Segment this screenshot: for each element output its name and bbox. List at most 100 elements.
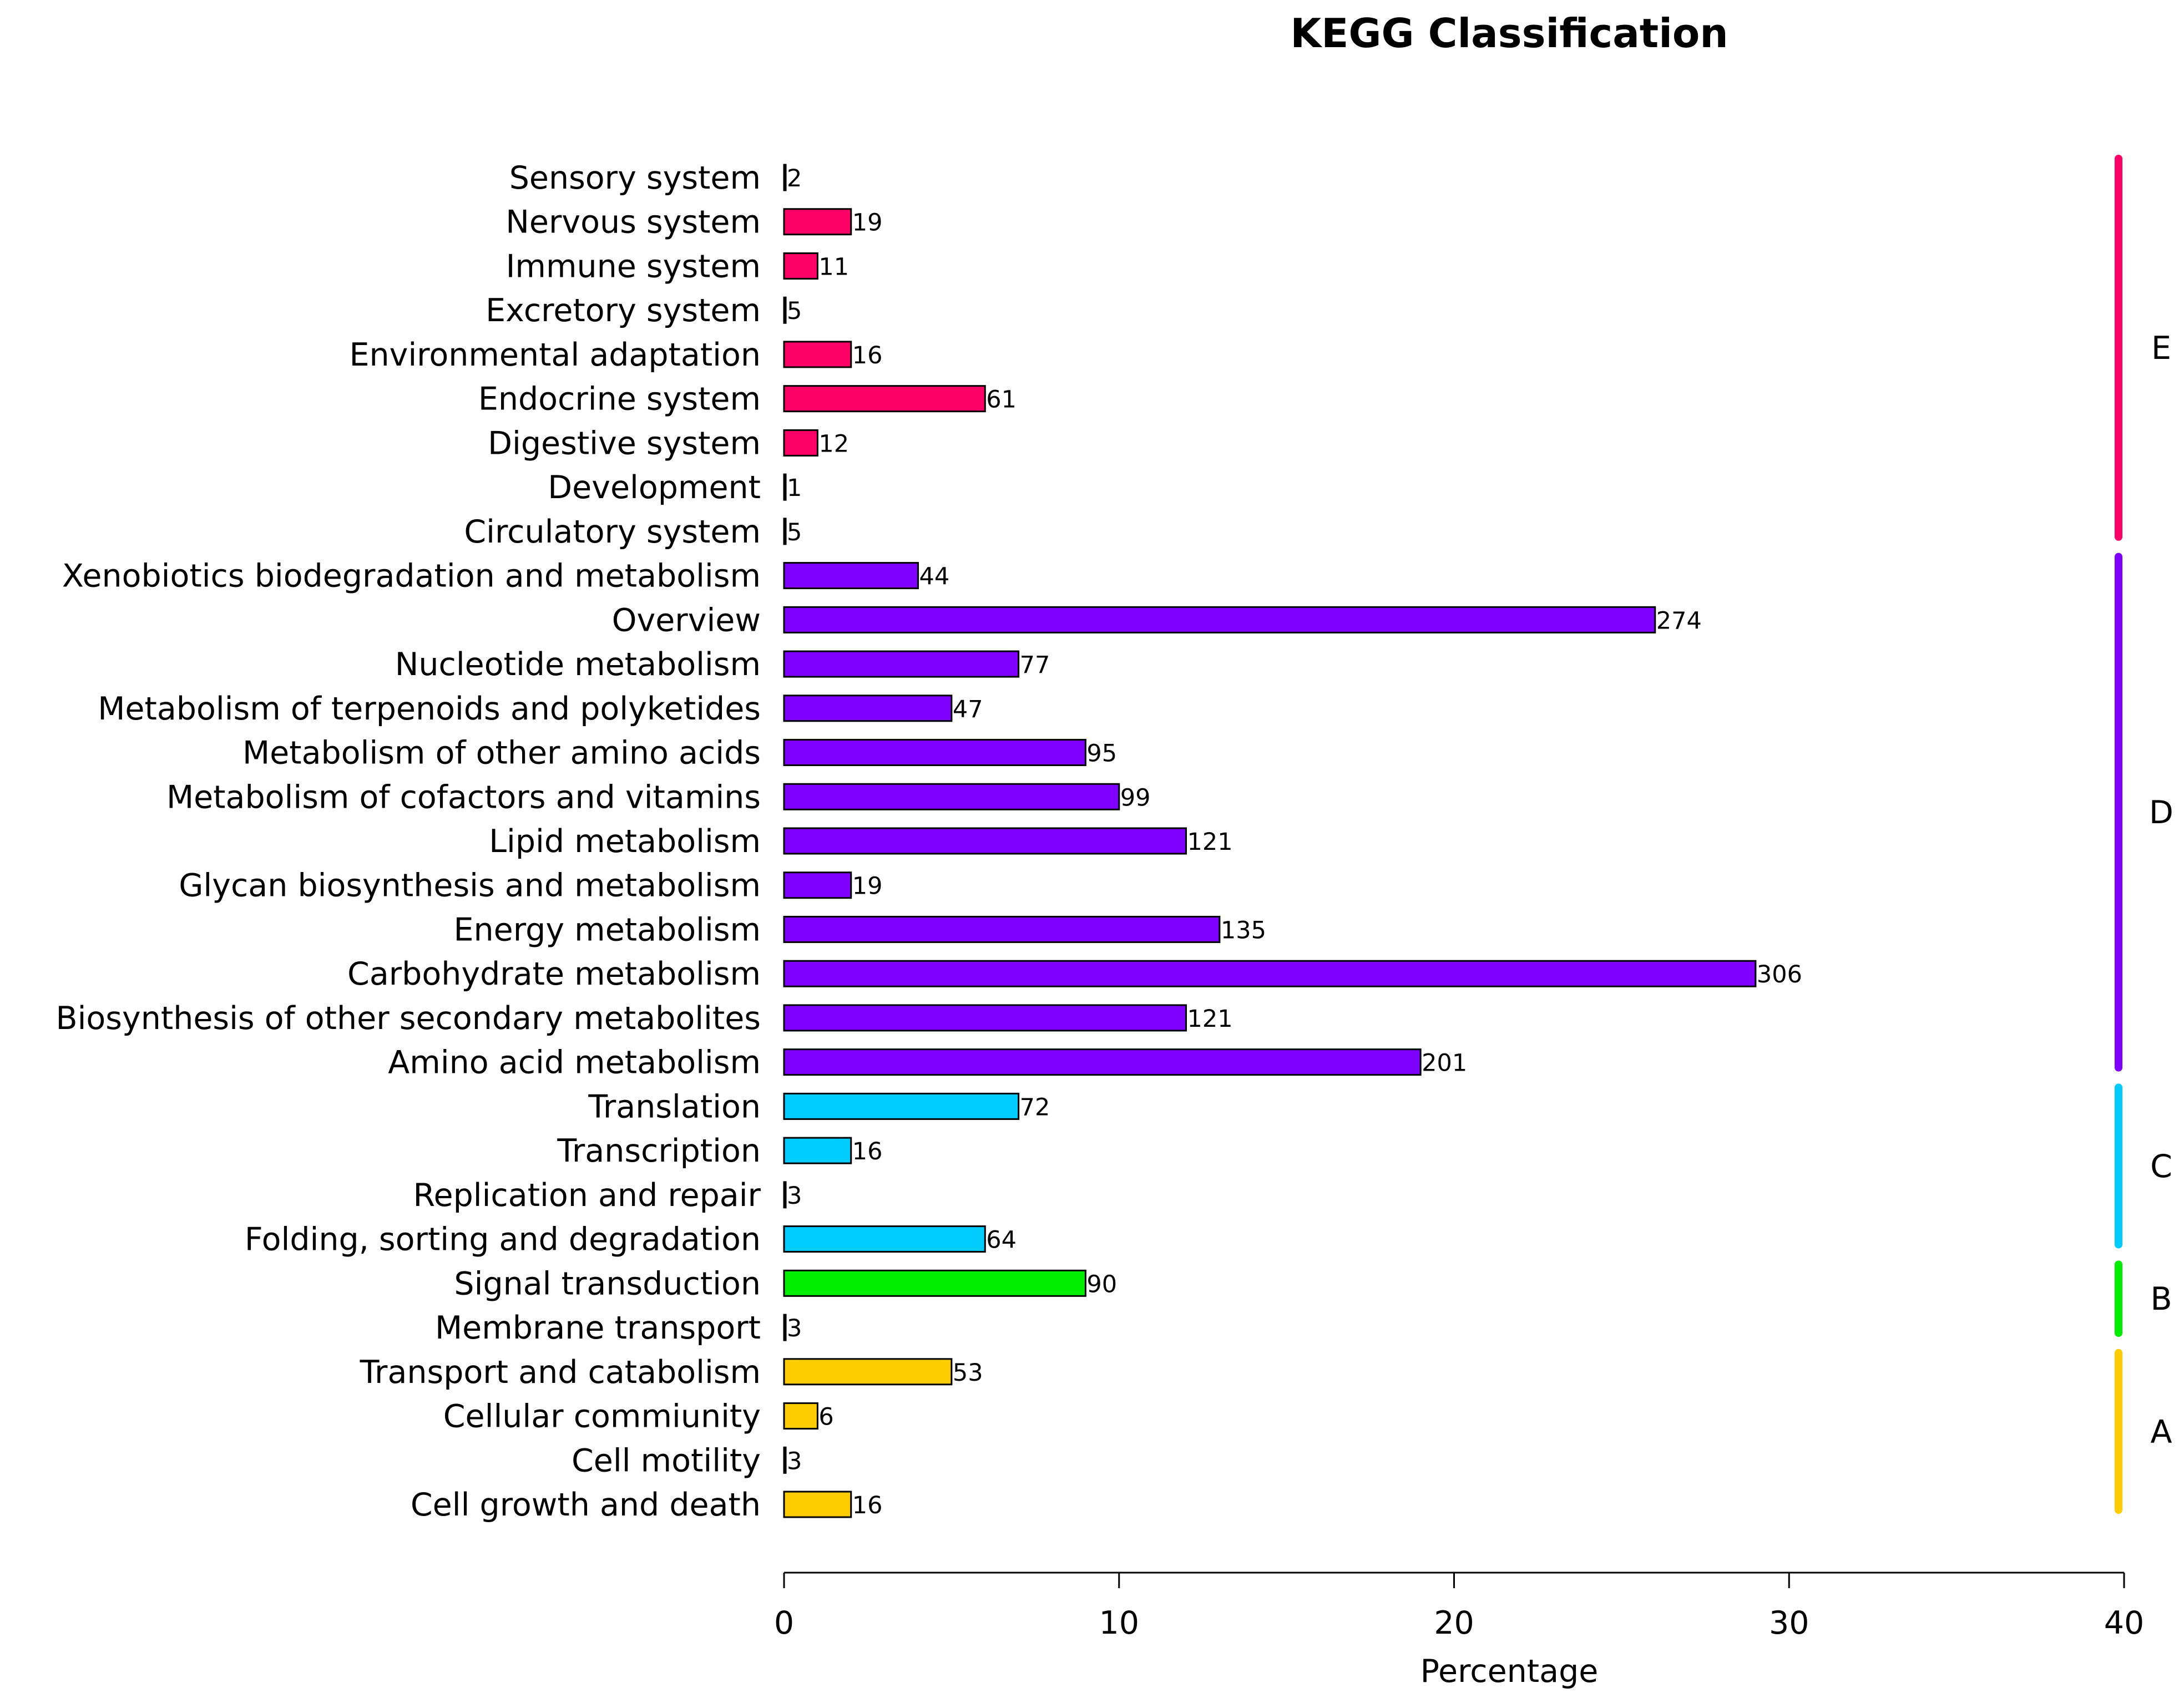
category-label: Signal transduction <box>454 1265 761 1302</box>
data-label: 3 <box>787 1447 802 1475</box>
data-label: 3 <box>787 1315 802 1342</box>
category-label: Endocrine system <box>478 381 761 418</box>
category-label: Biosynthesis of other secondary metaboli… <box>55 1000 761 1037</box>
data-label: 12 <box>818 430 849 458</box>
bar-row: Amino acid metabolism 201 <box>388 1045 1467 1081</box>
data-label: 19 <box>852 873 883 900</box>
bar-row: Cell motility 3 <box>572 1442 802 1479</box>
category-label: Immune system <box>506 248 761 285</box>
category-label: Cellular commiunity <box>443 1398 761 1435</box>
bar <box>783 695 953 722</box>
data-label: 5 <box>787 519 802 546</box>
data-label: 44 <box>919 563 950 591</box>
bar-row: Translation 72 <box>588 1088 1050 1125</box>
bar <box>783 341 852 368</box>
category-label: Replication and repair <box>413 1177 761 1214</box>
category-label: Overview <box>612 602 761 638</box>
data-label: 53 <box>953 1359 983 1387</box>
category-label: Digestive system <box>488 425 761 462</box>
bar <box>783 783 1120 810</box>
data-label: 95 <box>1086 740 1117 768</box>
bar-row: Cellular commiunity 6 <box>443 1398 834 1435</box>
category-label: Circulatory system <box>464 514 761 550</box>
bar <box>783 1446 787 1474</box>
category-label: Transport and catabolism <box>360 1354 761 1391</box>
category-label: Sensory system <box>509 160 761 196</box>
bar <box>783 1137 852 1164</box>
bar <box>783 164 787 191</box>
category-label: Development <box>548 469 761 506</box>
category-label: Nervous system <box>505 204 761 241</box>
category-label: Lipid metabolism <box>489 823 761 860</box>
bar <box>783 827 1187 855</box>
category-label: Cell growth and death <box>411 1487 761 1523</box>
data-label: 274 <box>1656 607 1702 635</box>
bar <box>783 429 818 457</box>
data-label: 5 <box>787 297 802 325</box>
data-label: 99 <box>1120 784 1151 812</box>
bar-row: Folding, sorting and degradation 64 <box>245 1221 1017 1258</box>
data-label: 201 <box>1422 1050 1467 1077</box>
group-label-a: A <box>2151 1413 2172 1450</box>
bar-row: Cell growth and death 16 <box>411 1487 883 1523</box>
bar-row: Nucleotide metabolism 77 <box>395 646 1050 683</box>
category-label: Metabolism of terpenoids and polyketides <box>98 691 761 727</box>
bar-row: Transport and catabolism 53 <box>360 1354 983 1391</box>
chart-title: KEGG Classification <box>1290 10 1728 57</box>
bar-row: Biosynthesis of other secondary metaboli… <box>55 1000 1232 1037</box>
category-label: Amino acid metabolism <box>388 1045 761 1081</box>
category-label: Membrane transport <box>435 1310 761 1346</box>
data-label: 72 <box>1020 1093 1050 1121</box>
category-label: Environmental adaptation <box>349 337 761 373</box>
category-label: Cell motility <box>572 1442 761 1479</box>
data-label: 11 <box>818 253 849 281</box>
data-label: 121 <box>1187 1005 1233 1033</box>
bar-row: Metabolism of other amino acids 95 <box>242 735 1117 772</box>
category-label: Translation <box>588 1088 761 1125</box>
group-label-d: D <box>2149 794 2173 831</box>
bar <box>783 518 787 545</box>
bar-row: Endocrine system 61 <box>478 381 1017 418</box>
bar <box>783 252 818 280</box>
bar-row: Sensory system 2 <box>509 160 802 196</box>
group-brackets: A B C D E <box>2115 155 2173 1514</box>
data-label: 121 <box>1187 828 1233 856</box>
bar-row: Xenobiotics biodegradation and metabolis… <box>62 558 949 595</box>
x-axis-title: Percentage <box>1420 1653 1599 1690</box>
data-label: 90 <box>1086 1270 1117 1298</box>
bar <box>783 473 787 501</box>
data-label: 47 <box>953 696 983 723</box>
x-tick-label: 40 <box>2104 1605 2145 1641</box>
category-label: Nucleotide metabolism <box>395 646 761 683</box>
bar <box>783 1402 818 1430</box>
bar-row: Excretory system 5 <box>486 292 802 329</box>
group-label-e: E <box>2151 330 2171 367</box>
category-label: Metabolism of other amino acids <box>242 735 761 772</box>
bar <box>783 1048 1422 1076</box>
bar-row: Immune system 11 <box>506 248 849 285</box>
bar-row: Metabolism of cofactors and vitamins 99 <box>166 779 1151 815</box>
data-label: 16 <box>852 1492 883 1519</box>
category-label: Xenobiotics biodegradation and metabolis… <box>62 558 761 595</box>
bar-row: Transcription 16 <box>557 1133 882 1169</box>
bar <box>783 296 787 324</box>
bar-row: Membrane transport 3 <box>435 1310 802 1346</box>
bar <box>783 960 1757 987</box>
category-label: Folding, sorting and degradation <box>245 1221 761 1258</box>
bar <box>783 1269 1086 1297</box>
x-tick-label: 0 <box>774 1605 794 1641</box>
data-label: 1 <box>787 474 802 502</box>
x-tick-label: 10 <box>1099 1605 1139 1641</box>
bar-row: Nervous system 19 <box>505 204 882 241</box>
bar <box>783 739 1086 767</box>
bar <box>783 385 986 413</box>
bar <box>783 1314 787 1341</box>
group-label-c: C <box>2150 1148 2172 1185</box>
category-label: Excretory system <box>486 292 761 329</box>
group-label-b: B <box>2150 1281 2172 1317</box>
data-label: 61 <box>986 386 1017 414</box>
bar <box>783 1358 953 1386</box>
bar-row: Development 1 <box>548 469 802 506</box>
data-label: 19 <box>852 209 883 237</box>
